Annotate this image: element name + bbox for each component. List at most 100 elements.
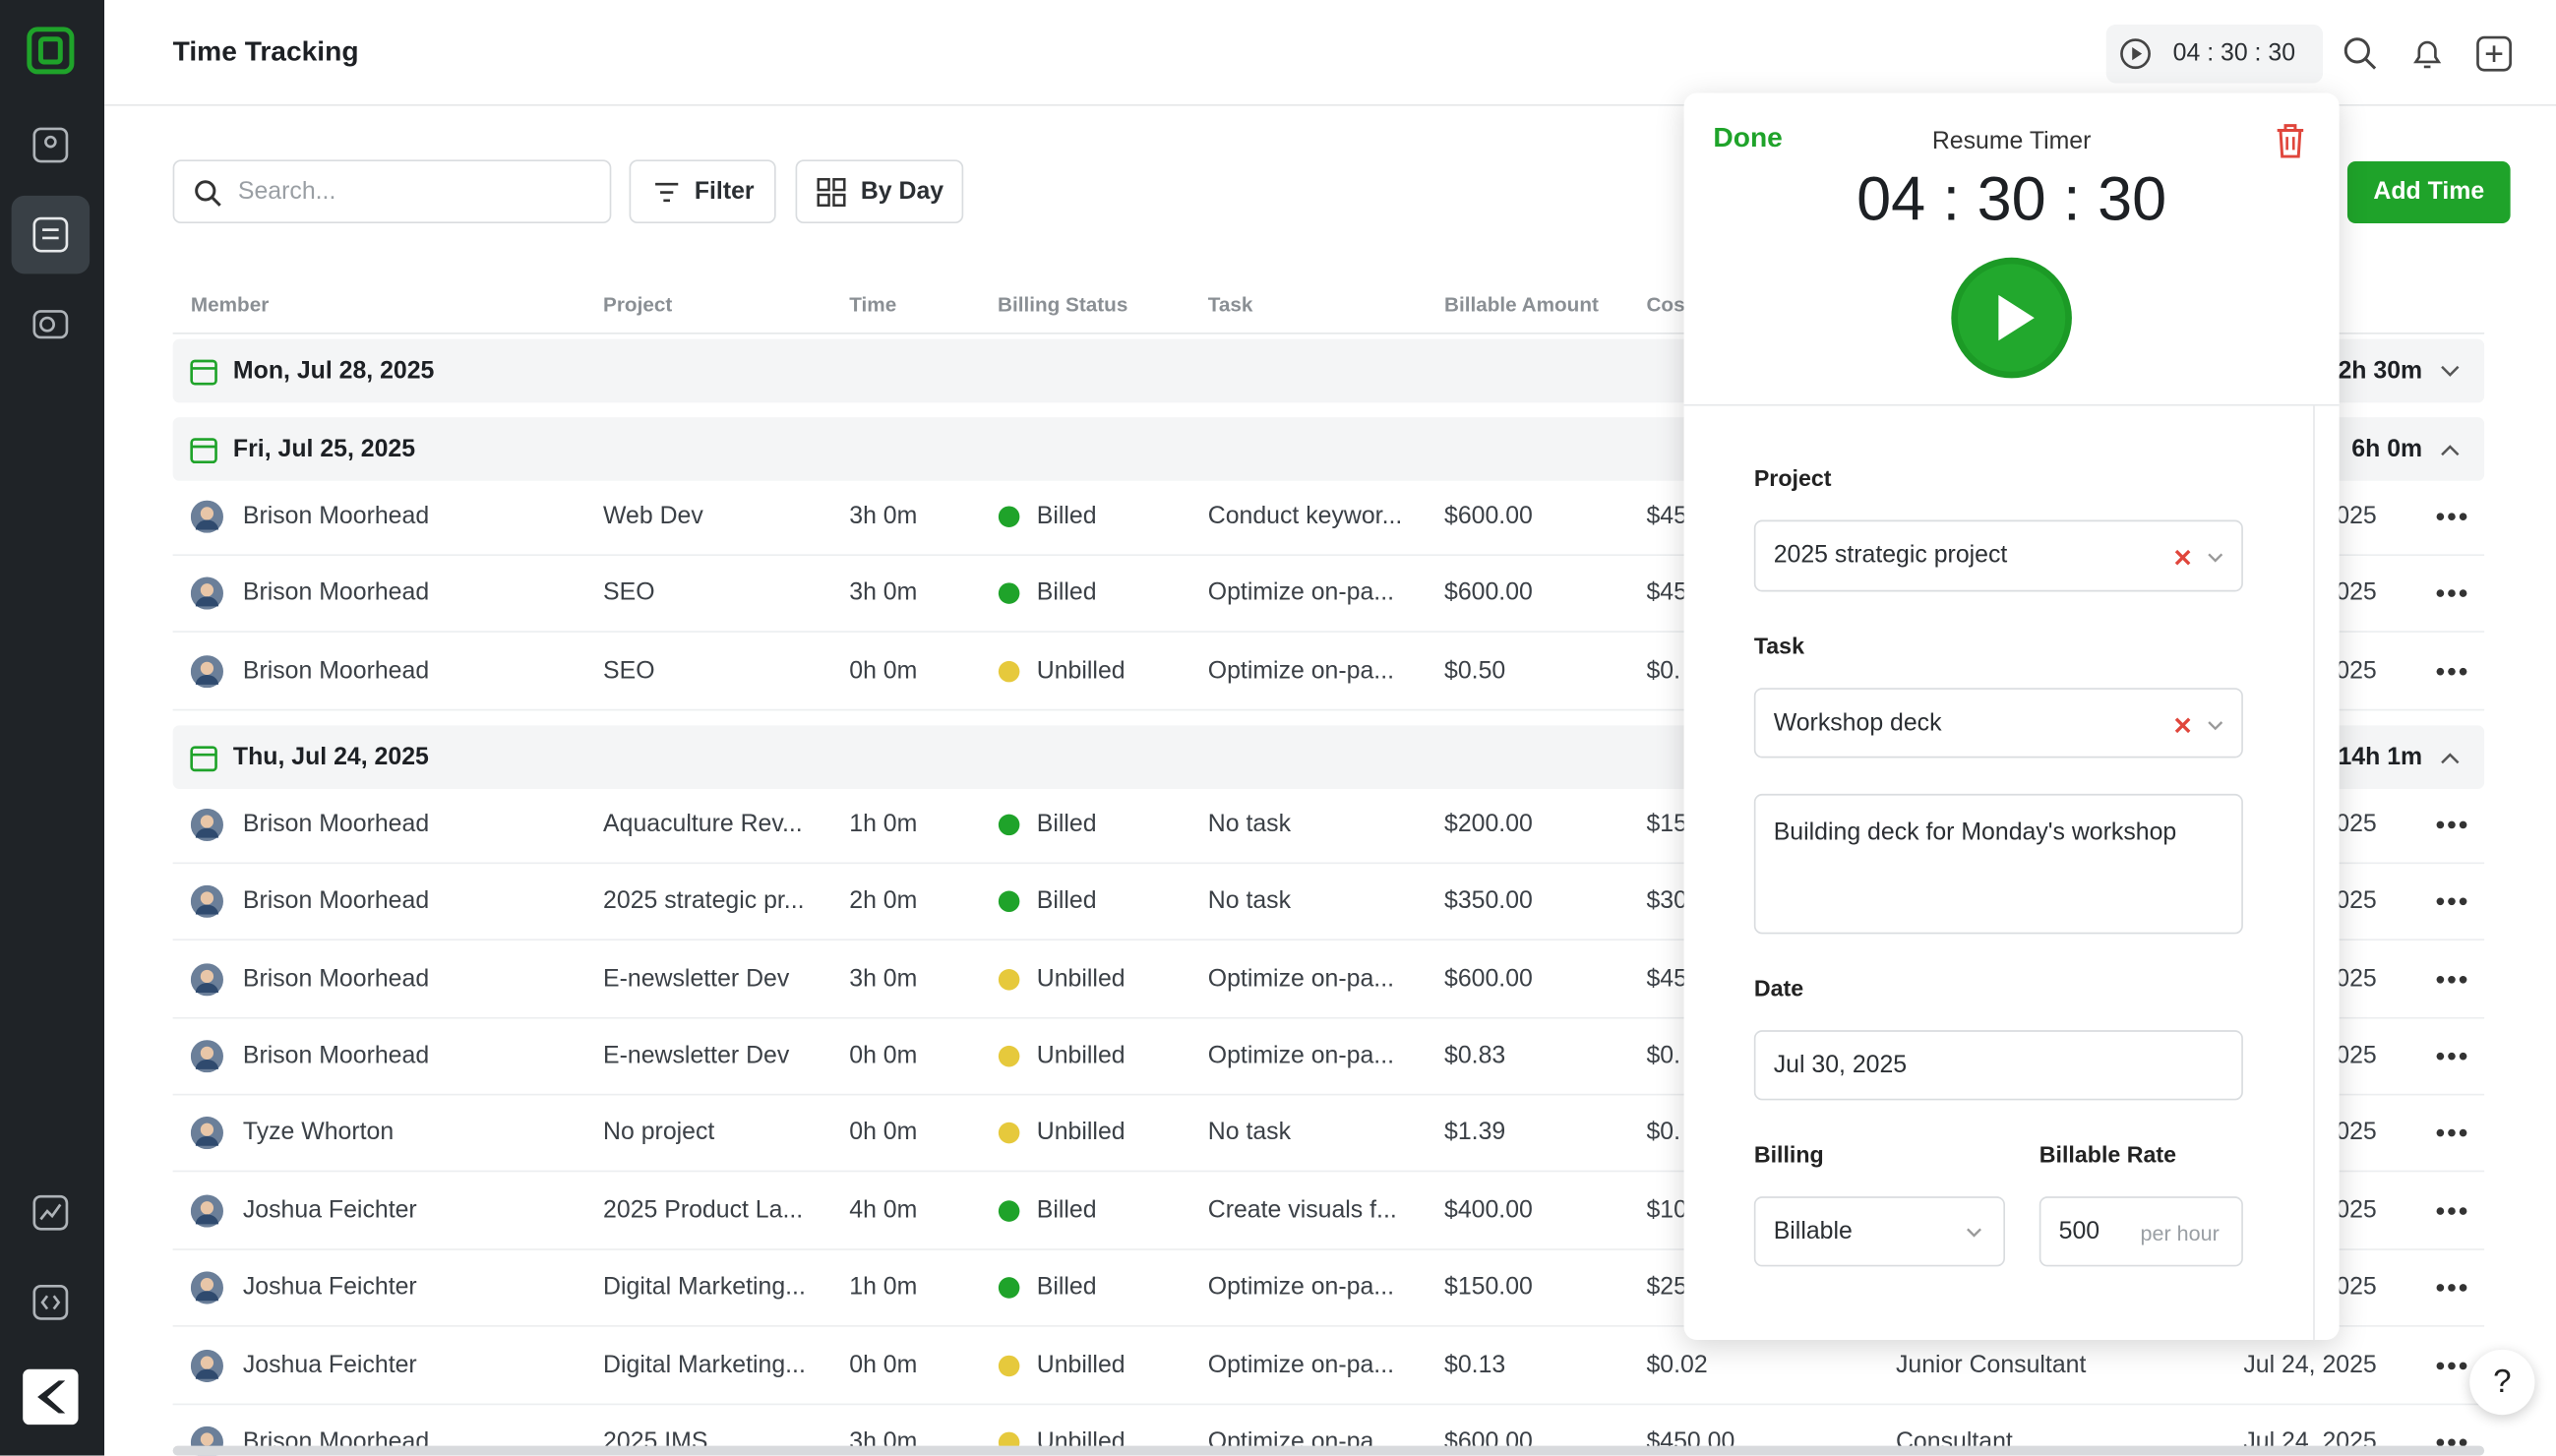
- search-input[interactable]: Search...: [172, 159, 612, 223]
- member-name: Brison Moorhead: [242, 1041, 430, 1069]
- header-divider: [104, 104, 2556, 106]
- member-avatar: [190, 1349, 223, 1382]
- column-header: Member: [190, 293, 270, 317]
- status-dot: [998, 660, 1020, 683]
- billing-status: Billed: [1036, 810, 1097, 838]
- row-actions: [2436, 1052, 2467, 1061]
- member-name: Joshua Feichter: [242, 1273, 417, 1302]
- time-spent: 0h 0m: [849, 1119, 918, 1147]
- billable-amount: $0.83: [1444, 1041, 1506, 1069]
- status-dot: [998, 582, 1020, 605]
- member-name: Brison Moorhead: [242, 810, 430, 838]
- time-spent: 1h 0m: [849, 1273, 918, 1302]
- nav-people[interactable]: [32, 127, 69, 163]
- member-avatar: [190, 1194, 223, 1228]
- column-header: Task: [1207, 293, 1253, 317]
- column-header: Project: [603, 293, 673, 317]
- column-header: Cos: [1646, 293, 1685, 317]
- app-switcher[interactable]: [23, 1368, 79, 1426]
- view-button[interactable]: By Day: [795, 159, 964, 223]
- page-title: Time Tracking: [172, 35, 359, 67]
- calendar-icon: [190, 359, 217, 386]
- nav-billing[interactable]: [32, 306, 69, 341]
- member-name: Brison Moorhead: [242, 886, 430, 915]
- date-label: Date: [1753, 974, 1804, 1001]
- nav-time[interactable]: [32, 216, 69, 253]
- view-label: By Day: [860, 177, 944, 206]
- task-name: Optimize on-pa...: [1207, 1273, 1395, 1302]
- search-input-icon: [195, 180, 221, 207]
- billing-status: Unbilled: [1036, 1041, 1126, 1069]
- time-spent: 0h 0m: [849, 1350, 918, 1379]
- add-time-button[interactable]: Add Time: [2346, 161, 2511, 223]
- task-name: Optimize on-pa...: [1207, 578, 1395, 608]
- rate-unit: per hour: [2140, 1221, 2220, 1245]
- row-actions: [2436, 1361, 2467, 1369]
- group-chevron: [2441, 445, 2460, 456]
- member-name: Tyze Whorton: [242, 1119, 395, 1147]
- cost-amount: $25: [1646, 1273, 1687, 1302]
- cost-amount: $0.02: [1646, 1350, 1708, 1379]
- project-name: E-newsletter Dev: [603, 1041, 790, 1069]
- row-divider: [172, 1247, 2485, 1250]
- billable-amount: $200.00: [1444, 810, 1533, 838]
- cost-amount: $10: [1646, 1195, 1687, 1224]
- time-spent: 0h 0m: [849, 656, 918, 685]
- group-date: Thu, Jul 24, 2025: [232, 743, 429, 771]
- popup-divider: [1683, 403, 2340, 406]
- popup-title: Resume Timer: [1931, 127, 2092, 155]
- view-icon: [817, 178, 846, 208]
- project-value: 2025 strategic project: [1773, 541, 2008, 570]
- nav-code[interactable]: [32, 1284, 69, 1320]
- task-name: Optimize on-pa...: [1207, 1350, 1395, 1379]
- project-select-controls: [2174, 549, 2223, 566]
- member-avatar: [190, 577, 223, 611]
- member-avatar: [190, 962, 223, 996]
- add-icon[interactable]: [2476, 35, 2512, 72]
- task-name: Conduct keywor...: [1207, 502, 1403, 530]
- search-icon[interactable]: [2343, 35, 2378, 71]
- play-button[interactable]: [1948, 254, 2075, 381]
- task-label: Task: [1753, 632, 1804, 659]
- notes-text: Building deck for Monday's workshop: [1773, 818, 2177, 846]
- filter-button[interactable]: Filter: [629, 159, 776, 223]
- cost-amount: $45: [1646, 964, 1687, 993]
- header-timer[interactable]: 04 : 30 : 30: [2105, 24, 2324, 84]
- date-input[interactable]: Jul 30, 2025: [1753, 1030, 2243, 1101]
- delete-icon[interactable]: [2273, 121, 2308, 160]
- date-value: Jul 30, 2025: [1773, 1051, 1908, 1079]
- entry-date: 025: [2336, 502, 2377, 530]
- project-name: 2025 Product La...: [603, 1195, 804, 1224]
- member-name: Joshua Feichter: [242, 1195, 417, 1224]
- project-name: Digital Marketing...: [603, 1350, 806, 1379]
- filter-icon: [655, 182, 679, 203]
- entry-date: 025: [2336, 656, 2377, 685]
- member-name: Brison Moorhead: [242, 964, 430, 993]
- billing-chevron: [1967, 1228, 1981, 1238]
- task-select[interactable]: Workshop deck: [1753, 688, 2243, 758]
- project-select[interactable]: 2025 strategic project: [1753, 519, 2243, 592]
- help-button[interactable]: ?: [2469, 1349, 2535, 1416]
- notes-input[interactable]: Building deck for Monday's workshop: [1753, 793, 2243, 935]
- row-actions: [2436, 1129, 2467, 1138]
- status-dot: [998, 1199, 1020, 1222]
- rate-input[interactable]: 500 per hour: [2039, 1196, 2243, 1267]
- done-button[interactable]: Done: [1713, 122, 1783, 153]
- nav-active[interactable]: [11, 195, 91, 274]
- project-name: No project: [603, 1119, 715, 1147]
- row-actions: [2436, 897, 2467, 906]
- project-name: Web Dev: [603, 502, 703, 530]
- notification-icon[interactable]: [2409, 35, 2445, 71]
- row-divider: [172, 1325, 2485, 1328]
- billing-select[interactable]: Billable: [1753, 1196, 2005, 1267]
- billable-amount: $400.00: [1444, 1195, 1533, 1224]
- group-total: 14h 1m: [2338, 743, 2423, 771]
- cost-amount: $45: [1646, 502, 1687, 530]
- task-value: Workshop deck: [1773, 708, 1942, 737]
- nav-reports[interactable]: [32, 1194, 69, 1231]
- status-dot: [998, 1122, 1020, 1144]
- calendar-icon: [190, 746, 217, 771]
- rate-label: Billable Rate: [2039, 1140, 2177, 1168]
- row-actions: [2436, 1438, 2467, 1447]
